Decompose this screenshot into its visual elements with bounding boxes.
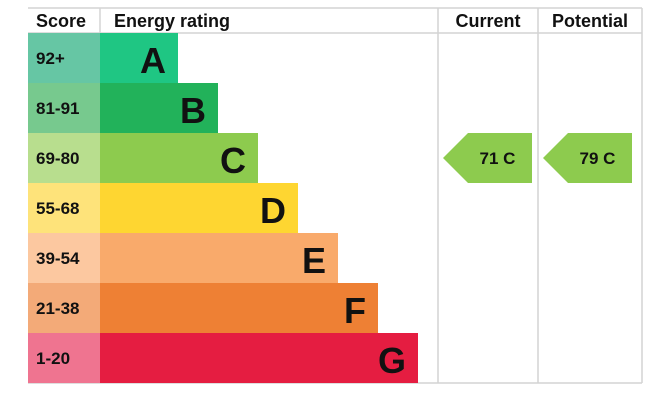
band-letter: E xyxy=(302,240,326,281)
band-letter: G xyxy=(378,340,406,381)
score-range-label: 55-68 xyxy=(36,199,79,218)
current-rating-label: 71 C xyxy=(480,149,516,168)
band-letter: D xyxy=(260,190,286,231)
band-bar-e xyxy=(100,233,338,283)
band-bar-a xyxy=(100,33,178,83)
potential-rating-arrow xyxy=(543,133,632,183)
header-energy-rating: Energy rating xyxy=(114,11,230,31)
score-cell-g xyxy=(28,333,100,383)
band-letter: F xyxy=(344,290,366,331)
band-bar-g xyxy=(100,333,418,383)
score-range-label: 81-91 xyxy=(36,99,79,118)
band-bar-c xyxy=(100,133,258,183)
score-cell-b xyxy=(28,83,100,133)
score-range-label: 92+ xyxy=(36,49,65,68)
header-potential: Potential xyxy=(552,11,628,31)
score-range-label: 69-80 xyxy=(36,149,79,168)
rating-bands: 92+ A 81-91 B 69-80 C 55-68 D 39-54 E 21-38 F 1-20 G xyxy=(28,33,418,383)
band-bar-b xyxy=(100,83,218,133)
rating-markers: 71 C 79 C xyxy=(443,133,632,183)
header-score: Score xyxy=(36,11,86,31)
score-range-label: 39-54 xyxy=(36,249,80,268)
score-cell-a xyxy=(28,33,100,83)
score-cell-f xyxy=(28,283,100,333)
score-range-label: 21-38 xyxy=(36,299,79,318)
band-bar-d xyxy=(100,183,298,233)
score-cell-d xyxy=(28,183,100,233)
header-current: Current xyxy=(455,11,520,31)
band-letter: C xyxy=(220,140,246,181)
current-rating-arrow xyxy=(443,133,532,183)
band-letter: A xyxy=(140,40,166,81)
score-cell-e xyxy=(28,233,100,283)
band-bar-f xyxy=(100,283,378,333)
potential-rating-label: 79 C xyxy=(580,149,616,168)
score-range-label: 1-20 xyxy=(36,349,70,368)
score-cell-c xyxy=(28,133,100,183)
band-letter: B xyxy=(180,90,206,131)
